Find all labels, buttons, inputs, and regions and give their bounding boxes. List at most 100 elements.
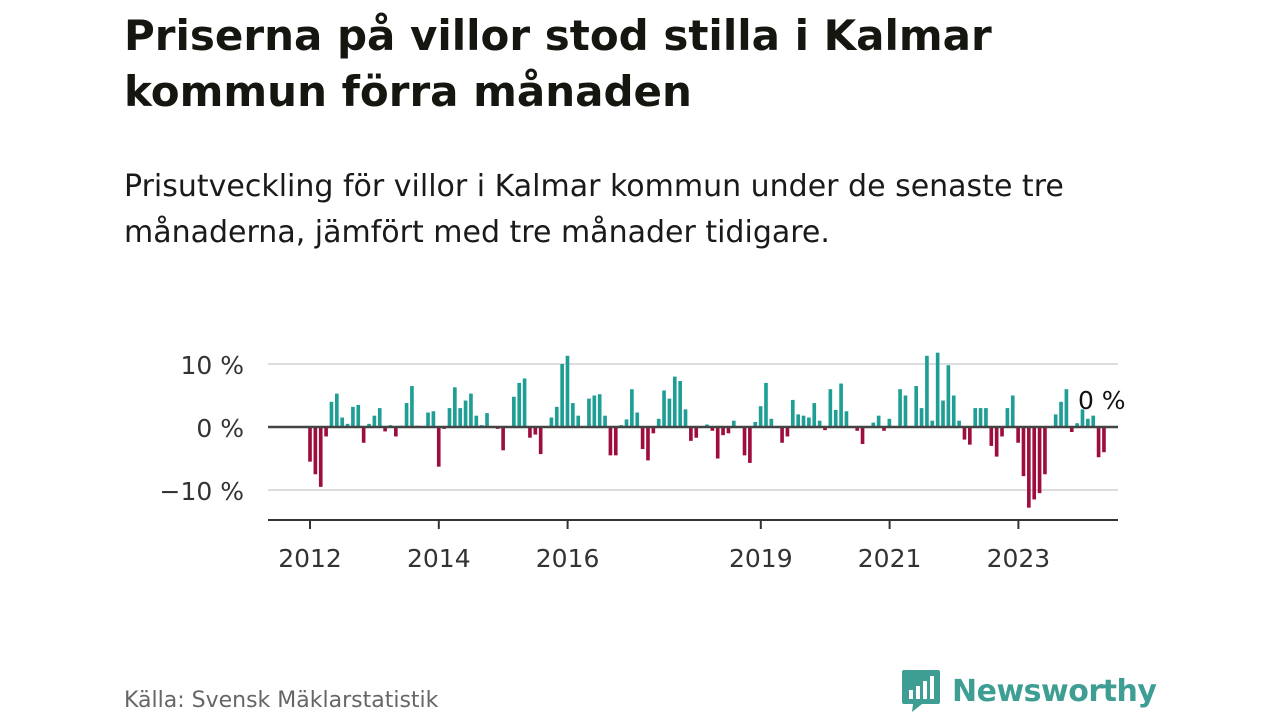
bar — [973, 408, 978, 427]
bar — [919, 408, 924, 427]
bar — [753, 421, 758, 427]
bar — [1064, 389, 1069, 427]
bar — [592, 395, 597, 427]
bar — [930, 420, 935, 427]
bar — [313, 427, 318, 475]
bar — [898, 389, 902, 427]
bar — [603, 415, 607, 427]
bar — [844, 411, 849, 427]
bar — [812, 403, 817, 427]
bar — [528, 427, 532, 438]
bar — [1086, 418, 1090, 427]
bar — [705, 424, 709, 427]
bar — [640, 427, 645, 450]
bar — [538, 427, 543, 455]
bar — [571, 403, 575, 427]
bar — [941, 400, 945, 427]
bar — [1005, 408, 1010, 427]
bar — [576, 415, 581, 427]
bar — [962, 427, 967, 440]
bar — [796, 414, 800, 427]
bar — [780, 427, 784, 443]
y-axis-ticks: 10 % 0 % −10 % — [160, 351, 244, 506]
bar — [855, 427, 860, 431]
bar — [1102, 427, 1106, 453]
bar — [817, 420, 822, 427]
bar — [335, 393, 339, 427]
bar — [1032, 427, 1037, 500]
bar — [554, 406, 559, 427]
bar — [694, 427, 699, 438]
bar — [1080, 409, 1085, 427]
bar — [613, 427, 618, 456]
bar — [340, 417, 345, 427]
bar — [989, 427, 994, 446]
bar — [742, 427, 747, 456]
y-tick-label: −10 % — [160, 477, 244, 506]
bar — [474, 415, 479, 427]
bar — [635, 412, 640, 427]
bar — [678, 381, 682, 427]
bar — [377, 408, 382, 427]
bar — [1000, 427, 1004, 437]
bar-chart: 10 % 0 % −10 % 2012 2014 2016 2019 2021 2023 0 … — [160, 351, 1126, 573]
bar — [404, 403, 409, 427]
bar — [651, 427, 656, 434]
axes — [268, 425, 1118, 521]
bar — [710, 427, 715, 431]
bar — [565, 355, 570, 427]
bar — [828, 389, 833, 427]
bar — [394, 427, 398, 437]
bar — [801, 415, 806, 427]
bar — [823, 427, 827, 431]
bar — [1096, 427, 1101, 458]
bar — [672, 376, 677, 427]
bar — [324, 427, 328, 437]
y-tick-label: 10 % — [180, 351, 244, 380]
bar — [1010, 395, 1015, 427]
bar — [876, 415, 881, 427]
bar — [587, 398, 591, 427]
newsworthy-logo[interactable]: Newsworthy — [900, 668, 1157, 714]
bar — [356, 404, 361, 427]
bar — [410, 386, 414, 427]
bar — [361, 427, 366, 443]
grid-lines — [268, 363, 1118, 491]
bar — [351, 406, 355, 427]
bar — [656, 418, 661, 427]
bar — [860, 427, 865, 445]
bar — [946, 365, 951, 427]
chart-title: Priserna på villor stod stilla i Kalmar … — [124, 11, 992, 116]
x-tick-label: 2021 — [858, 544, 922, 573]
bar — [512, 396, 516, 427]
bar — [726, 427, 731, 434]
bar — [1059, 401, 1063, 427]
bar — [469, 393, 473, 427]
x-axis-ticks: 2012 2014 2016 2019 2021 2023 — [278, 520, 1050, 573]
bar — [1027, 427, 1031, 508]
bar — [769, 418, 774, 427]
y-tick-label: 0 % — [196, 414, 244, 443]
bar — [1021, 427, 1026, 477]
bar — [560, 364, 564, 427]
bar — [994, 427, 999, 457]
bar — [689, 427, 693, 441]
bar — [431, 411, 436, 427]
bar — [721, 427, 725, 436]
x-tick-label: 2016 — [536, 544, 600, 573]
chart-subtitle: Prisutveckling för villor i Kalmar kommu… — [124, 169, 1064, 250]
bar — [1037, 427, 1042, 494]
bar — [630, 389, 634, 427]
bar — [1016, 427, 1020, 443]
bar — [662, 390, 666, 427]
x-tick-label: 2014 — [407, 544, 471, 573]
bar — [968, 427, 972, 445]
bar — [624, 419, 629, 427]
bar — [683, 409, 688, 427]
bar — [549, 417, 554, 427]
bar — [882, 427, 886, 431]
bar — [329, 401, 334, 427]
bar — [731, 420, 736, 427]
bar — [383, 427, 387, 432]
bar — [984, 408, 988, 427]
